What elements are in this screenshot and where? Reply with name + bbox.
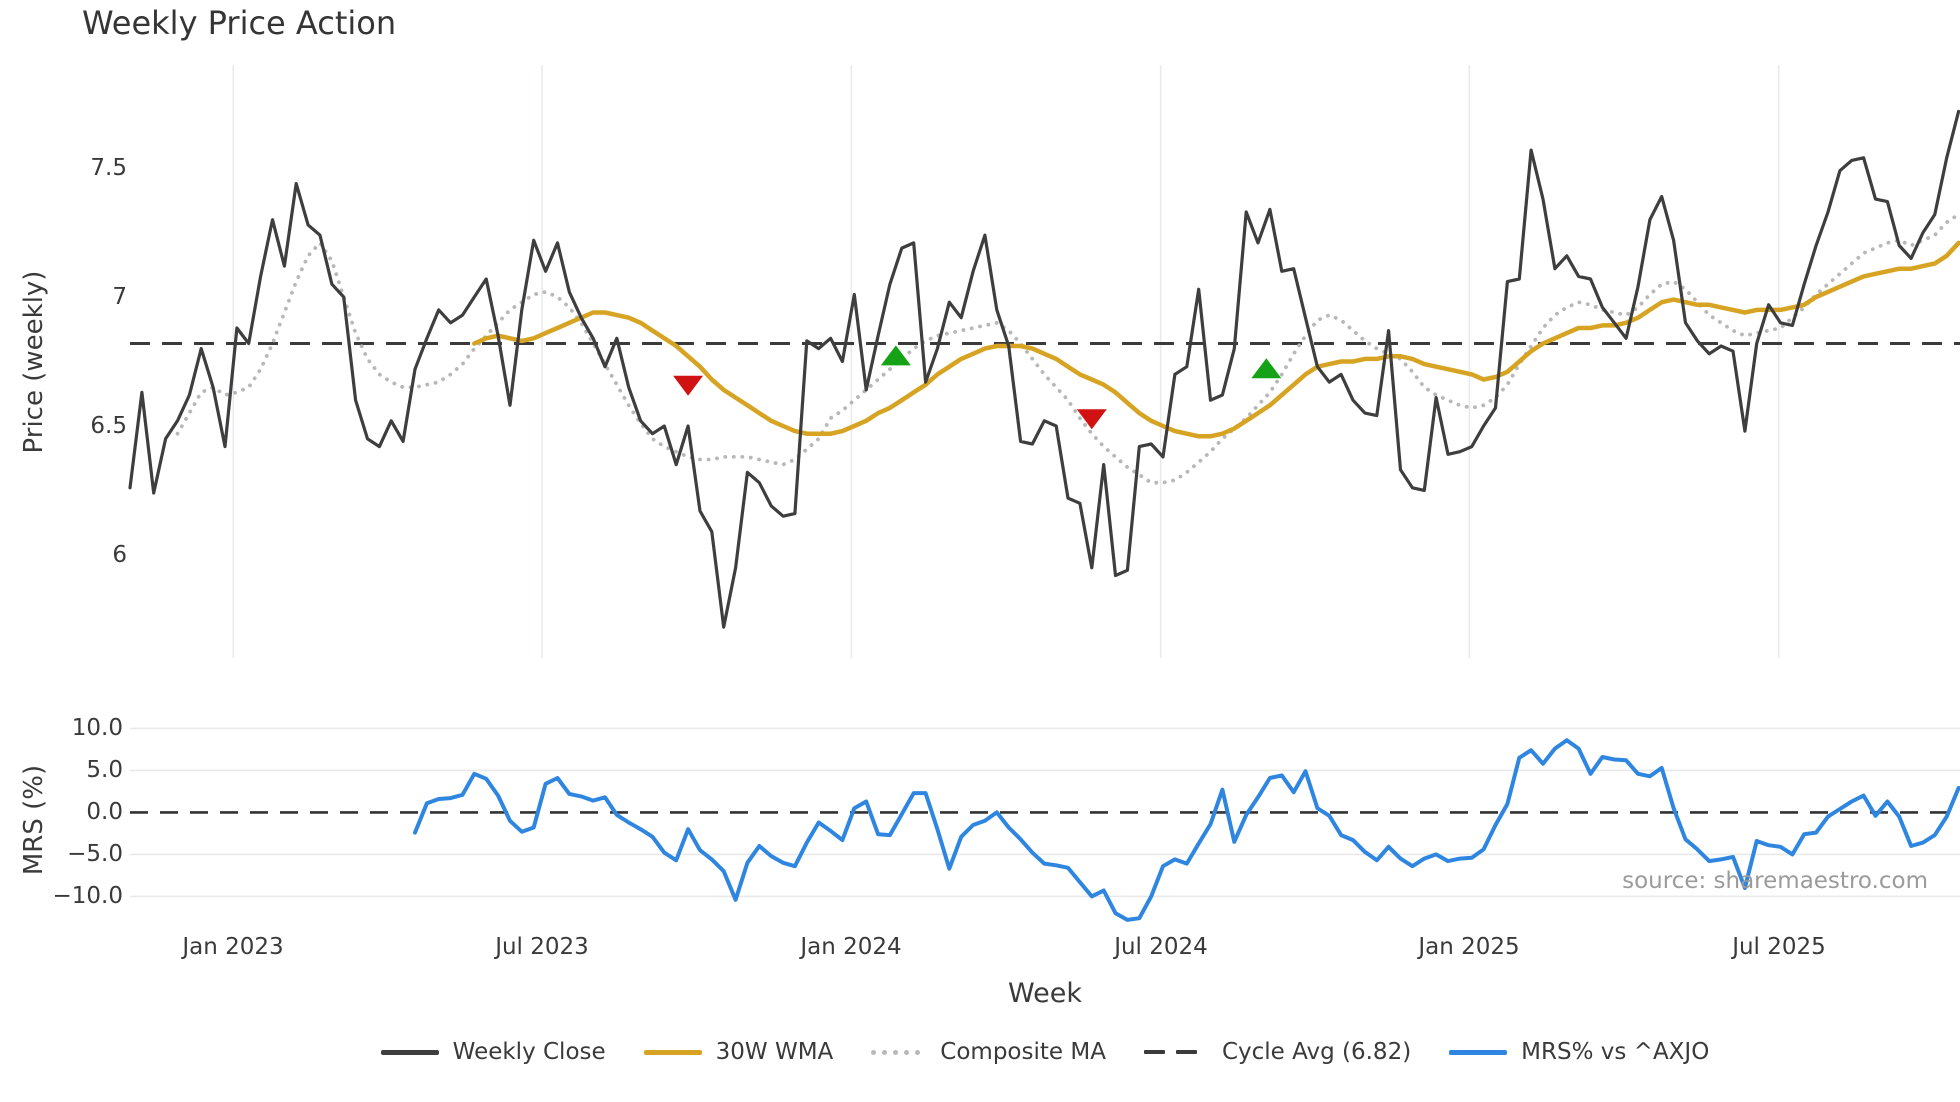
mrs-y-tick: −5.0 [67, 841, 123, 867]
weekly-close-line [128, 109, 1960, 629]
mrs-y-tick: 5.0 [86, 757, 123, 783]
dotted-line-swatch-icon [871, 1049, 926, 1055]
sell-signal-icon [1076, 409, 1107, 430]
dot-icon [915, 1049, 921, 1055]
price-y-tick: 6 [112, 542, 127, 568]
dashed-line-swatch-icon [1143, 1050, 1208, 1054]
price-y-tick: 7.5 [90, 155, 127, 181]
legend-label: Cycle Avg (6.82) [1221, 1039, 1412, 1065]
legend-label: 30W WMA [715, 1039, 834, 1065]
x-tick: Jul 2025 [1732, 934, 1826, 960]
mrs-y-tick: −10.0 [52, 883, 123, 909]
x-tick: Jul 2024 [1114, 934, 1208, 960]
source-note: source: sharemaestro.com [1622, 868, 1928, 894]
legend: Weekly Close 30W WMA Composite MA Cycle Avg… [130, 1033, 1960, 1071]
x-tick: Jan 2024 [800, 934, 902, 960]
x-axis-label: Week [1008, 978, 1082, 1009]
buy-signal-icon [1251, 358, 1282, 379]
line-swatch-icon [380, 1049, 439, 1055]
dash-icon [1143, 1050, 1165, 1054]
legend-item: 30W WMA [643, 1039, 834, 1065]
price-y-tick: 6.5 [90, 413, 127, 439]
legend-item: Weekly Close [380, 1039, 606, 1065]
legend-label: Composite MA [940, 1039, 1106, 1065]
mrs-y-tick: 10.0 [71, 715, 123, 741]
close-line-swatch-icon [380, 1049, 439, 1055]
mrs-line [413, 738, 1960, 922]
legend-label: Weekly Close [452, 1039, 606, 1065]
x-tick: Jan 2023 [182, 934, 284, 960]
sell-signal-icon [673, 375, 704, 396]
composite-ma-line [175, 212, 1960, 485]
legend-item: MRS% vs ^AXJO [1449, 1039, 1709, 1065]
buy-signal-icon [880, 345, 911, 366]
legend-item: Cycle Avg (6.82) [1143, 1039, 1412, 1065]
line-swatch-icon [1449, 1049, 1508, 1055]
dot-icon [904, 1049, 910, 1055]
mrs-line-swatch-icon [1449, 1049, 1508, 1055]
wma-line [472, 240, 1960, 439]
legend-item: Composite MA [871, 1039, 1106, 1065]
chart-title: Weekly Price Action [82, 4, 397, 42]
line-swatch-icon [643, 1049, 702, 1055]
legend-label: MRS% vs ^AXJO [1521, 1039, 1710, 1065]
price-y-tick: 7 [112, 284, 127, 310]
mrs-y-tick: 0.0 [86, 799, 123, 825]
x-tick: Jan 2025 [1418, 934, 1520, 960]
dot-icon [882, 1049, 888, 1055]
dash-icon [1175, 1050, 1197, 1054]
dot-icon [893, 1049, 899, 1055]
wma-line-swatch-icon [643, 1049, 702, 1055]
dot-icon [871, 1049, 877, 1055]
x-tick: Jul 2023 [495, 934, 589, 960]
